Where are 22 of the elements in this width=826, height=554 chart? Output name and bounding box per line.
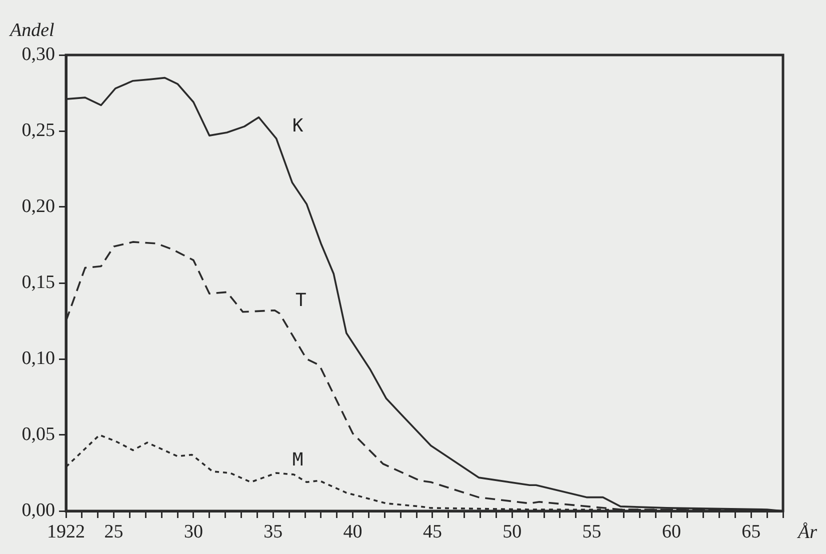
x-tick-label: 60 (662, 521, 681, 542)
series-label: M (292, 450, 304, 471)
x-tick-label: 40 (343, 521, 362, 542)
x-tick-label: 65 (742, 521, 761, 542)
y-tick-label: 0,00 (22, 500, 55, 521)
x-axis-title: År (798, 522, 817, 544)
x-tick-label: 45 (422, 521, 442, 542)
x-tick-label: 55 (582, 521, 602, 542)
x-tick-label: 50 (502, 521, 522, 542)
series-label: T (296, 290, 307, 312)
x-tick-label: 25 (104, 521, 124, 542)
x-tick-label: 1922 (47, 521, 85, 542)
y-tick-label: 0,15 (22, 272, 55, 293)
series-label: K (292, 115, 304, 136)
y-axis-title: Andel (10, 20, 54, 42)
y-tick-label: 0,05 (22, 424, 55, 445)
y-tick-label: 0,25 (22, 120, 55, 141)
y-tick-label: 0,20 (22, 196, 55, 217)
x-tick-label: 30 (184, 521, 203, 542)
y-tick-label: 0,10 (22, 348, 55, 369)
y-tick-label: 0,30 (22, 44, 55, 65)
x-tick-label: 35 (264, 521, 283, 542)
